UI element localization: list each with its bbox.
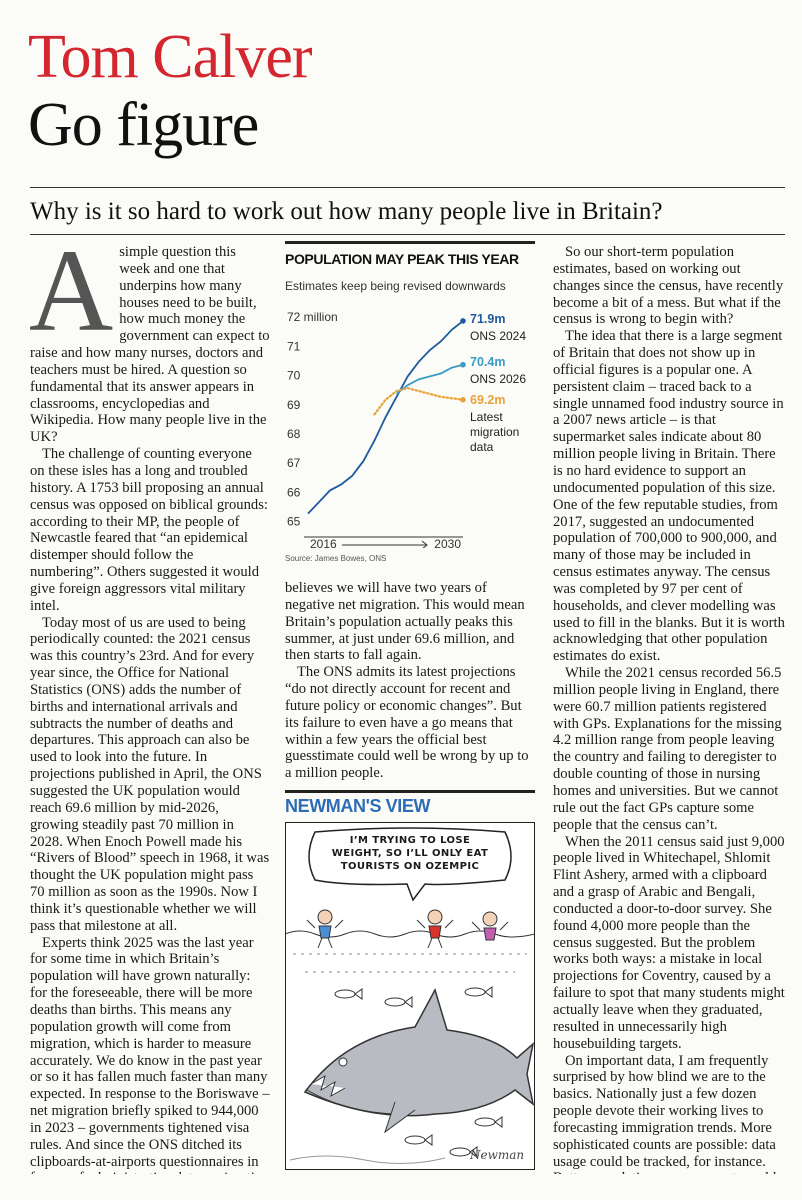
fish bbox=[334, 986, 503, 1158]
y-tick-label: 72 million bbox=[287, 310, 338, 324]
paragraph: While the 2021 census recorded 56.5 mill… bbox=[553, 665, 782, 833]
y-tick-label: 69 bbox=[287, 398, 301, 412]
cartoon-caption: I’M TRYING TO LOSE WEIGHT, SO I’LL ONLY … bbox=[331, 835, 489, 872]
chart-title: POPULATION MAY PEAK THIS YEAR bbox=[285, 251, 519, 267]
seabed bbox=[289, 1155, 446, 1165]
end-point bbox=[460, 361, 466, 368]
headline: Why is it so hard to work out how many p… bbox=[30, 198, 663, 225]
rope-line bbox=[293, 953, 527, 973]
y-tick-label: 67 bbox=[287, 456, 301, 470]
rule bbox=[30, 234, 785, 235]
text-column: So our short-term population estimates, … bbox=[553, 244, 787, 1174]
paragraph: Experts think 2025 was the last year for… bbox=[30, 934, 270, 1174]
shark-teeth bbox=[310, 1074, 346, 1098]
paragraph: On important data, I am frequently surpr… bbox=[553, 1052, 776, 1175]
x-axis-arrow bbox=[342, 540, 428, 548]
end-point bbox=[460, 396, 466, 403]
cartoon-drawing bbox=[284, 822, 536, 1170]
text-column: believes we will have two years of negat… bbox=[285, 580, 537, 780]
value-label: 69.2m bbox=[470, 393, 506, 407]
paragraph: The challenge of counting everyone on th… bbox=[30, 446, 268, 614]
column-name: Go figure bbox=[28, 91, 259, 159]
series-line bbox=[373, 386, 465, 416]
paragraph: The idea that there is a large segment o… bbox=[553, 328, 785, 665]
text-column: A simple question this week and one that… bbox=[30, 244, 270, 1174]
series-name: ONS 2026 bbox=[470, 372, 527, 386]
chart-source: Source: James Bowes, ONS bbox=[285, 554, 387, 563]
paragraph: believes we will have two years of negat… bbox=[285, 580, 525, 664]
cartoon-signature: Newman bbox=[470, 1148, 525, 1162]
chart: POPULATION MAY PEAK THIS YEAR Estimates … bbox=[285, 243, 537, 573]
y-tick-label: 71 bbox=[287, 339, 301, 353]
shark-belly bbox=[306, 1089, 396, 1115]
chart-subtitle: Estimates keep being revised downwards bbox=[285, 279, 506, 293]
y-tick-label: 65 bbox=[287, 515, 301, 529]
end-point bbox=[460, 318, 466, 324]
value-label: 71.9m bbox=[470, 312, 506, 326]
series-name: Latest migration data bbox=[470, 410, 520, 454]
series-line bbox=[307, 320, 464, 515]
drop-cap: A bbox=[30, 244, 114, 356]
cartoon: I’M TRYING TO LOSE WEIGHT, SO I’LL ONLY … bbox=[284, 822, 536, 1170]
chart-rule bbox=[285, 241, 535, 244]
cartoon-rule bbox=[285, 790, 535, 793]
swimmer bbox=[471, 911, 509, 941]
plot: 72 million 71 70 69 68 67 66 65 2016 2030 bbox=[287, 310, 466, 548]
paragraph: Today most of us are used to being perio… bbox=[30, 614, 270, 934]
paragraph: So our short-term population estimates, … bbox=[553, 244, 784, 328]
y-tick-label: 66 bbox=[287, 485, 301, 499]
series-line bbox=[396, 363, 464, 395]
value-label: 70.4m bbox=[470, 355, 506, 369]
paragraph: simple question this week and one that u… bbox=[30, 244, 270, 446]
shark-fin bbox=[384, 1101, 416, 1134]
paragraph: When the 2011 census said just 9,000 peo… bbox=[553, 833, 785, 1052]
y-tick-label: 70 bbox=[287, 369, 301, 383]
swimmer bbox=[306, 909, 344, 949]
shark-eye bbox=[338, 1057, 348, 1067]
x-tick-label: 2030 bbox=[434, 537, 461, 548]
paragraph: The ONS admits its latest projections “d… bbox=[285, 664, 529, 780]
x-tick-label: 2016 bbox=[310, 537, 337, 548]
swimmer bbox=[416, 909, 454, 949]
y-tick-label: 68 bbox=[287, 427, 301, 441]
cartoon-title: NEWMAN'S VIEW bbox=[285, 796, 431, 816]
series-name: ONS 2024 bbox=[470, 329, 527, 343]
speech-bubble bbox=[308, 827, 512, 902]
rule bbox=[30, 187, 785, 188]
author: Tom Calver bbox=[28, 23, 313, 91]
